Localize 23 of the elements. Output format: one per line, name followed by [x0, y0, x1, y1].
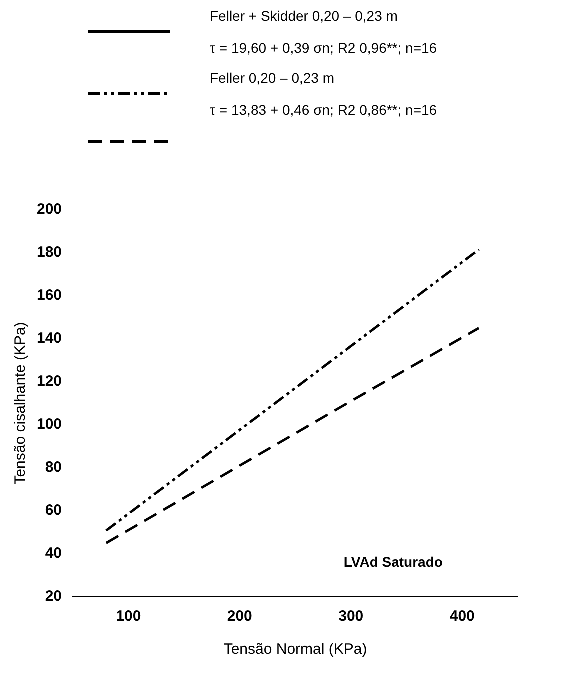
x-axis-title: Tensão Normal (KPa) — [224, 641, 368, 658]
y-tick-label: 40 — [45, 545, 62, 562]
x-tick-label: 100 — [116, 608, 142, 626]
y-tick-label: 100 — [36, 416, 62, 434]
y-tick-label: 20 — [45, 588, 62, 606]
text: τ = 19,60 + 0,39 σn; R2 0,96**; n=16 — [210, 40, 438, 56]
line-series — [105, 327, 480, 544]
y-tick-label: 80 — [45, 459, 62, 476]
y-tick-label: 60 — [45, 502, 62, 520]
x-tick-label: 200 — [227, 608, 252, 626]
y-tick-label: 140 — [36, 330, 62, 348]
y-tick-label: 160 — [36, 287, 62, 304]
y-tick-label: 180 — [36, 244, 62, 262]
line-series — [105, 248, 480, 532]
y-tick-label: 120 — [36, 373, 62, 390]
y-axis-title: Tensão cisalhante (KPa) — [12, 322, 30, 485]
legend-label: Feller + Skidder 0,20 – 0,23 m — [210, 8, 399, 24]
annotation: LVAd Saturado — [344, 554, 443, 570]
text: Feller 0,20 – 0,23 m — [210, 70, 336, 86]
x-tick-label: 400 — [450, 608, 475, 626]
text: τ = 13,83 + 0,46 σn; R2 0,86**; n=16 — [210, 102, 438, 118]
y-tick-label: 200 — [36, 201, 62, 218]
x-tick-label: 300 — [338, 608, 364, 626]
